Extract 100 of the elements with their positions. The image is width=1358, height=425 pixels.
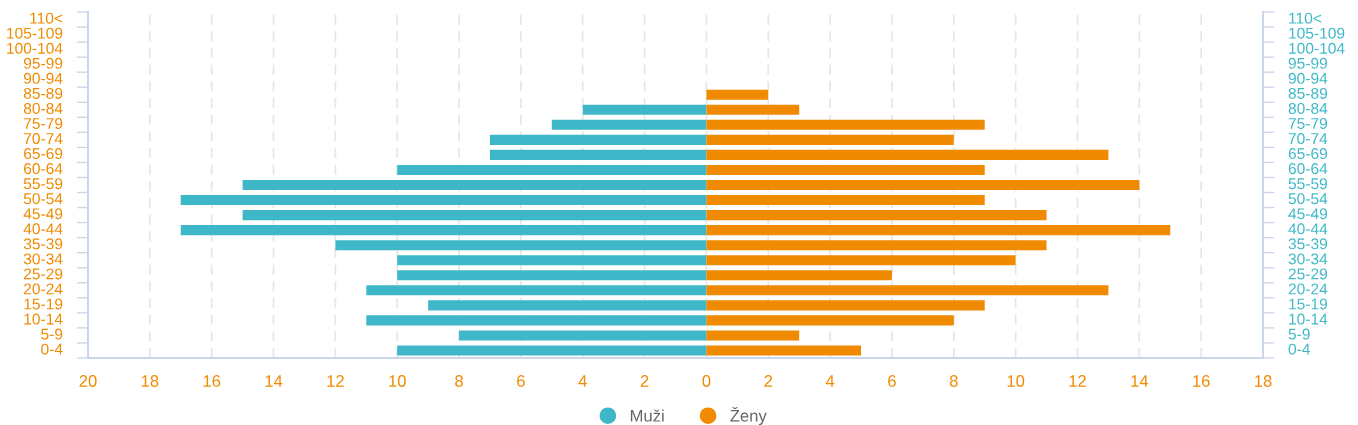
category-label: 40-44 bbox=[23, 223, 63, 235]
x-tick-label: 20 bbox=[79, 375, 97, 387]
bar bbox=[706, 164, 985, 175]
bar bbox=[242, 210, 707, 221]
x-tick-label: 4 bbox=[578, 375, 587, 387]
category-label: 85-89 bbox=[23, 87, 63, 99]
y-tick-label: 70-74 bbox=[1288, 133, 1328, 145]
category-label: 30-34 bbox=[23, 253, 63, 265]
x-tick-label: 2 bbox=[764, 375, 773, 387]
category-label: 95-99 bbox=[23, 57, 63, 69]
y-tick-label: 75-79 bbox=[1288, 117, 1328, 129]
x-tick-label: 6 bbox=[517, 375, 525, 387]
x-tick-label: 10 bbox=[1007, 375, 1025, 387]
x-tick-label: 12 bbox=[327, 375, 344, 387]
y-tick-label: 40-44 bbox=[1288, 223, 1328, 235]
category-label: 60-64 bbox=[24, 163, 63, 175]
y-tick-label: 10-14 bbox=[1289, 313, 1328, 325]
category-label: 15-19 bbox=[24, 298, 63, 310]
category-label: 10-14 bbox=[24, 313, 63, 325]
x-tick-label: 6 bbox=[888, 375, 896, 387]
category-label: 50-54 bbox=[23, 193, 63, 205]
bar bbox=[335, 240, 707, 251]
category-label: 55-59 bbox=[23, 178, 63, 190]
y-tick-label: 100-104 bbox=[1289, 42, 1345, 54]
y-tick-label: 85-89 bbox=[1288, 87, 1328, 99]
category-label: 100-104 bbox=[7, 42, 63, 54]
bar bbox=[706, 270, 892, 281]
bar bbox=[459, 330, 707, 341]
x-tick-label: 0 bbox=[702, 375, 711, 387]
category-label: 70-74 bbox=[24, 133, 63, 145]
bar bbox=[706, 119, 985, 130]
y-tick-label: 65-69 bbox=[1288, 148, 1328, 160]
category-label: 110< bbox=[30, 12, 63, 24]
y-tick-label: 90-94 bbox=[1288, 72, 1328, 84]
bar bbox=[706, 104, 800, 115]
bar bbox=[706, 134, 954, 145]
bar bbox=[397, 345, 707, 356]
category-label: 65-69 bbox=[24, 148, 63, 160]
bar bbox=[397, 270, 707, 281]
y-tick-label: 30-34 bbox=[1288, 253, 1328, 265]
bar bbox=[582, 104, 707, 115]
bar bbox=[706, 330, 800, 341]
bar bbox=[706, 210, 1047, 221]
bar bbox=[706, 195, 985, 206]
x-tick-label: 16 bbox=[203, 375, 221, 387]
x-tick-label: 14 bbox=[265, 375, 283, 387]
bar bbox=[397, 164, 707, 175]
x-tick-label: 2 bbox=[640, 375, 649, 387]
bar bbox=[706, 240, 1047, 251]
bar bbox=[706, 179, 1140, 191]
bar bbox=[551, 119, 707, 130]
bar bbox=[706, 315, 954, 326]
y-tick-label: 35-39 bbox=[1288, 238, 1328, 250]
x-tick-label: 18 bbox=[141, 375, 159, 387]
category-label: 0-4 bbox=[41, 343, 63, 355]
category-label: 35-39 bbox=[23, 238, 63, 250]
x-tick-label: 8 bbox=[949, 375, 958, 387]
y-tick-label: 80-84 bbox=[1288, 102, 1328, 114]
x-tick-label: 14 bbox=[1131, 375, 1149, 387]
bar bbox=[706, 345, 862, 356]
category-label: 75-79 bbox=[24, 117, 63, 129]
category-label: 45-49 bbox=[23, 208, 63, 220]
y-tick-label: 50-54 bbox=[1288, 193, 1328, 205]
x-tick-label: 16 bbox=[1193, 375, 1210, 387]
category-label: 20-24 bbox=[24, 283, 63, 295]
y-tick-label: 20-24 bbox=[1288, 283, 1328, 295]
category-label: 25-29 bbox=[24, 268, 63, 280]
bar bbox=[242, 179, 707, 191]
y-tick-label: 5-9 bbox=[1288, 328, 1310, 340]
category-label: 105-109 bbox=[7, 27, 63, 39]
x-tick-label: 10 bbox=[389, 375, 406, 387]
legend-label: Ženy bbox=[730, 406, 767, 425]
x-tick-label: 4 bbox=[825, 375, 835, 387]
bar bbox=[706, 285, 1109, 296]
bar bbox=[180, 195, 707, 206]
bar bbox=[366, 315, 707, 326]
x-tick-label: 18 bbox=[1255, 375, 1272, 387]
bar bbox=[489, 149, 707, 160]
y-tick-label: 45-49 bbox=[1288, 208, 1328, 220]
bar bbox=[366, 285, 707, 296]
bar bbox=[706, 89, 769, 100]
bar bbox=[489, 134, 707, 145]
y-tick-label: 0-4 bbox=[1288, 343, 1311, 355]
bar bbox=[397, 255, 707, 266]
y-tick-label: 55-59 bbox=[1288, 178, 1328, 190]
y-tick-label: 105-109 bbox=[1289, 27, 1345, 39]
bar bbox=[706, 300, 985, 311]
bar bbox=[180, 225, 707, 236]
category-label: 80-84 bbox=[23, 102, 63, 114]
category-label: 5-9 bbox=[41, 328, 63, 340]
bar bbox=[706, 225, 1171, 236]
y-tick-label: 60-64 bbox=[1288, 163, 1328, 175]
bar bbox=[706, 255, 1016, 266]
x-tick-label: 8 bbox=[455, 375, 463, 387]
y-tick-label: 25-29 bbox=[1288, 268, 1328, 280]
y-tick-label: 110< bbox=[1289, 12, 1322, 24]
category-label: 90-94 bbox=[23, 72, 63, 84]
y-tick-label: 15-19 bbox=[1289, 298, 1328, 310]
x-tick-label: 12 bbox=[1069, 375, 1086, 387]
legend-label: Muži bbox=[630, 409, 664, 422]
